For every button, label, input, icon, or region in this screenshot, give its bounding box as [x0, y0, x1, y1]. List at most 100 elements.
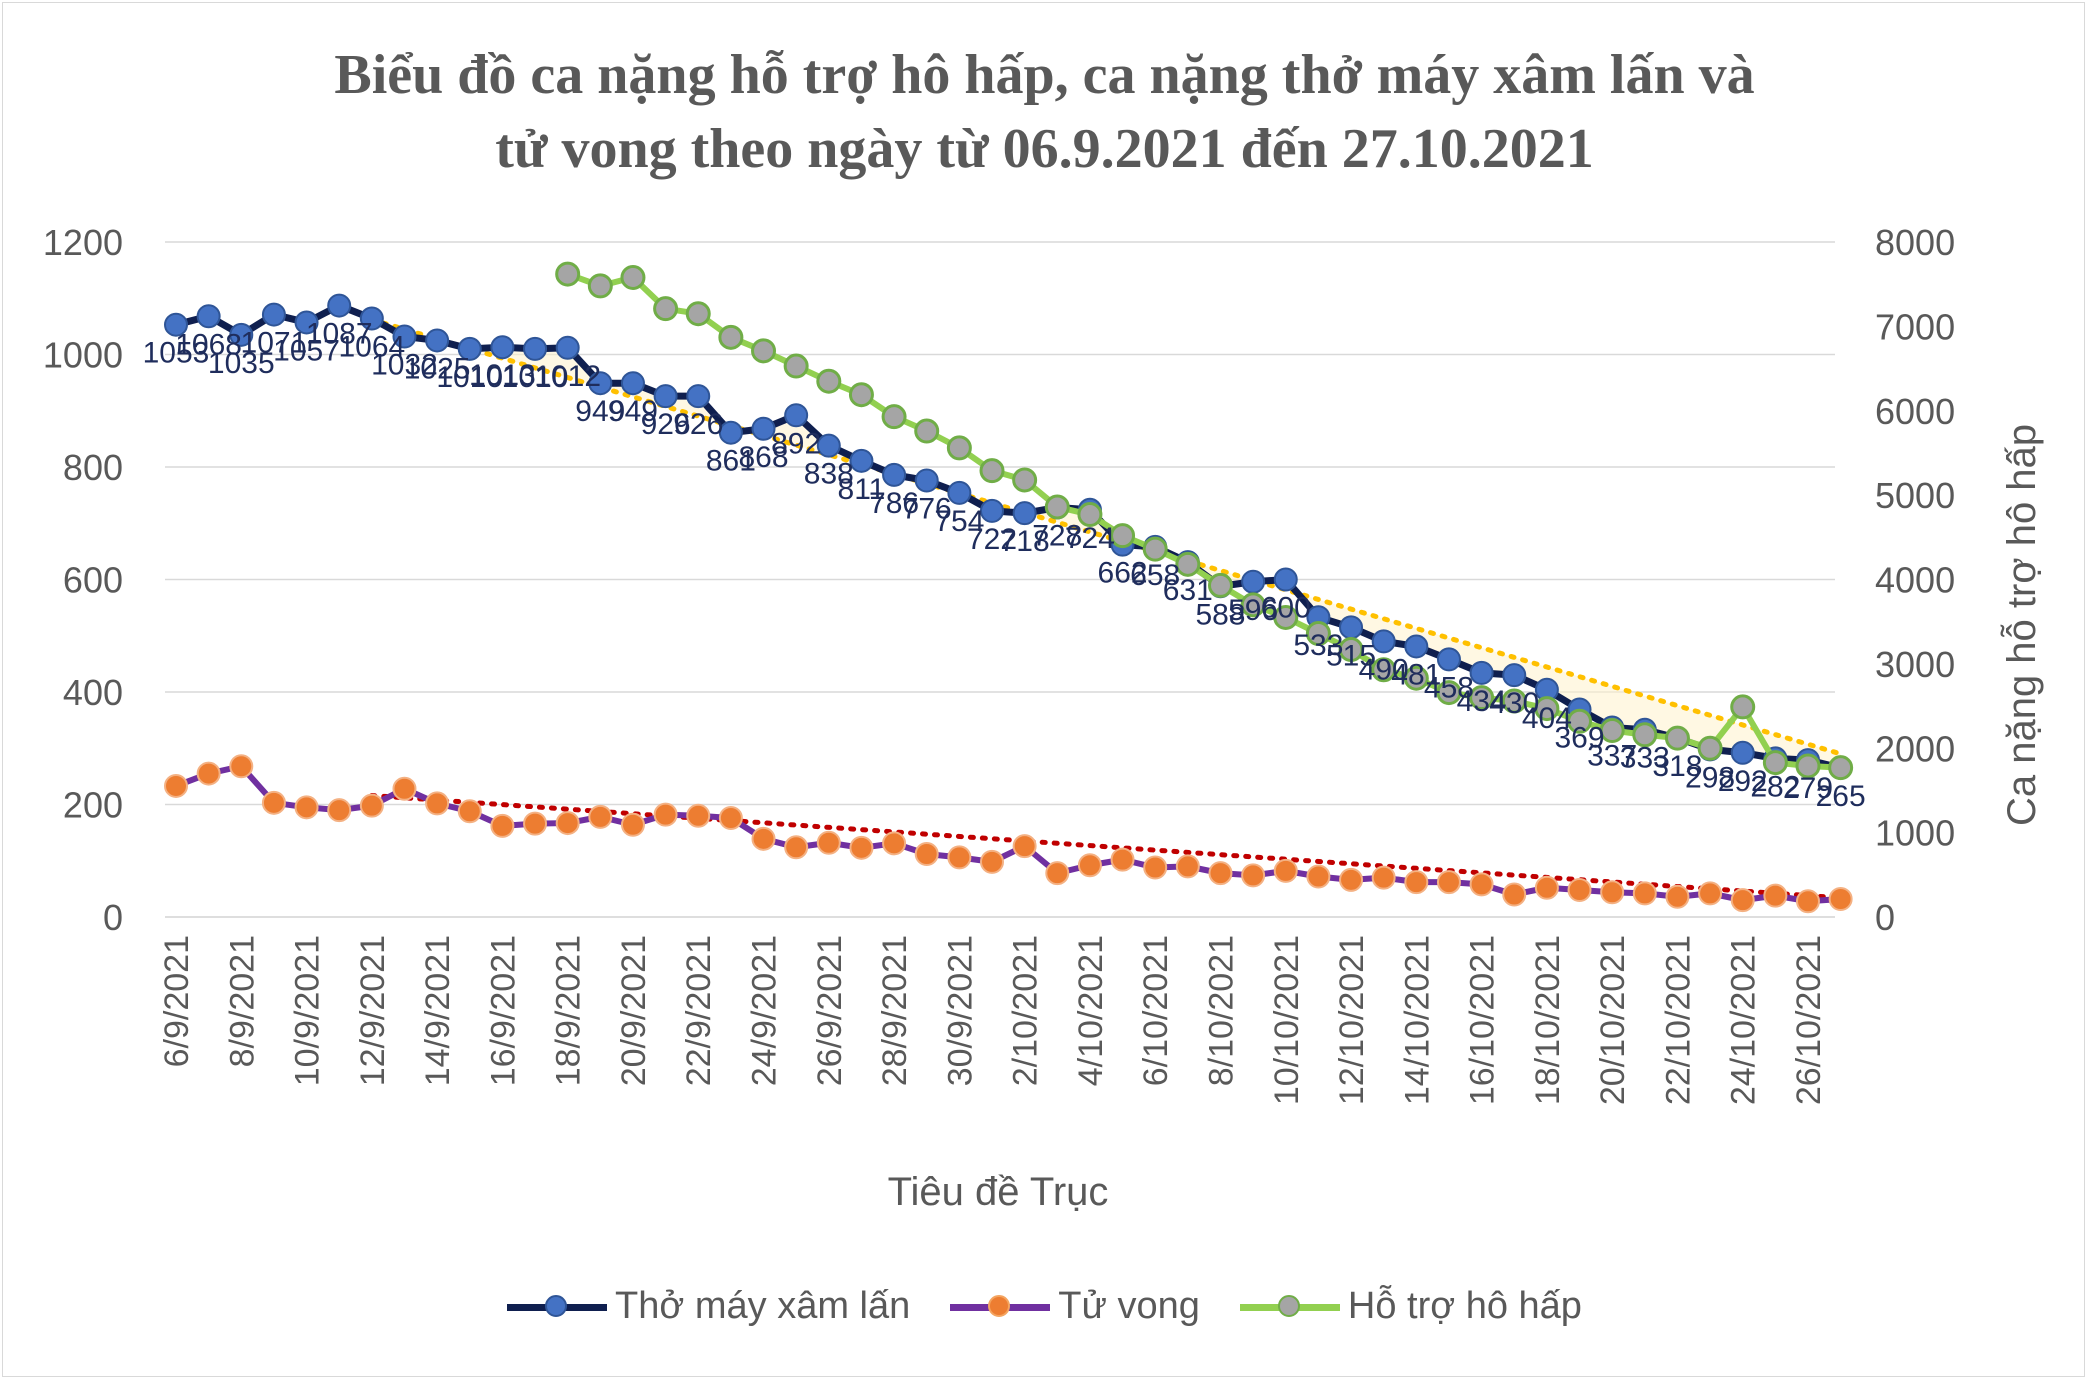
y2-tick-label: 4000	[1875, 560, 1955, 601]
data-point	[294, 795, 319, 820]
data-label: 1035	[208, 347, 275, 380]
data-label: 1010	[502, 361, 569, 394]
data-point	[620, 371, 645, 396]
data-point	[914, 418, 940, 444]
data-point	[849, 448, 874, 473]
legend: Thở máy xâm lấn Tử vong Hỗ trợ hô hấp	[0, 1285, 2089, 1328]
data-point	[686, 384, 711, 409]
data-label: 588	[1195, 598, 1245, 631]
data-label: 333	[1620, 742, 1670, 775]
chart-title-line-1: Biểu đồ ca nặng hỗ trợ hô hấp, ca nặng t…	[334, 44, 1755, 106]
x-axis-title: Tiêu đề Trục	[888, 1170, 1109, 1214]
data-label: 282	[1750, 770, 1800, 803]
data-point	[1665, 884, 1690, 909]
data-point	[1240, 592, 1266, 618]
data-point	[1110, 523, 1136, 549]
data-point	[1273, 604, 1299, 630]
y-tick-label: 600	[63, 560, 123, 601]
data-label: 786	[869, 487, 919, 520]
legend-item-ventilator[interactable]: Thở máy xâm lấn	[507, 1285, 910, 1328]
legend-item-respiratory-support[interactable]: Hỗ trợ hô hấp	[1239, 1285, 1582, 1328]
data-point	[1404, 870, 1429, 895]
series-line	[566, 271, 1841, 771]
data-label: 1087	[306, 318, 373, 351]
data-point	[1534, 696, 1560, 722]
data-label: 434	[1457, 685, 1507, 718]
x-tick-label: 4/10/2021	[1072, 935, 1110, 1086]
data-point	[849, 835, 874, 860]
data-point	[1404, 634, 1429, 659]
data-point	[359, 306, 384, 331]
data-point	[1762, 750, 1788, 776]
data-point	[261, 302, 286, 327]
x-tick-label: 18/9/2021	[550, 935, 588, 1086]
data-label: 724	[1065, 522, 1115, 555]
data-point	[882, 462, 907, 487]
data-point	[1600, 880, 1625, 905]
data-label: 776	[902, 493, 952, 526]
data-label: 430	[1489, 687, 1539, 720]
data-point	[164, 312, 188, 337]
data-point	[457, 799, 482, 824]
chart-title: Biểu đồ ca nặng hỗ trợ hô hấp, ca nặng t…	[0, 38, 2089, 186]
data-point	[229, 322, 254, 347]
data-label: 722	[967, 523, 1017, 556]
gridlines	[165, 241, 1835, 918]
data-point	[1502, 663, 1527, 688]
data-label: 1057	[273, 334, 340, 367]
data-point	[718, 420, 743, 445]
data-label: 596	[1228, 594, 1278, 627]
data-point	[555, 811, 580, 836]
data-point	[1632, 722, 1658, 748]
data-point	[620, 264, 646, 290]
x-tick-label: 6/10/2021	[1137, 935, 1175, 1086]
data-point	[425, 328, 450, 353]
legend-label-deaths: Tử vong	[1058, 1285, 1200, 1327]
data-point	[914, 842, 939, 866]
x-tick-label: 10/10/2021	[1268, 935, 1306, 1105]
data-point	[980, 849, 1004, 874]
data-point	[1012, 467, 1038, 493]
data-point	[1632, 881, 1657, 906]
x-tick-label: 22/9/2021	[680, 935, 718, 1086]
y2-tick-label: 6000	[1875, 391, 1955, 432]
data-label: 404	[1522, 702, 1572, 735]
data-point	[848, 382, 874, 408]
data-label: 1071	[241, 327, 308, 360]
data-point	[685, 301, 711, 327]
x-tick-label: 2/10/2021	[1007, 935, 1045, 1086]
data-point	[620, 812, 645, 837]
data-point	[1339, 867, 1364, 892]
data-point	[816, 830, 841, 855]
data-point	[1241, 569, 1266, 594]
data-label: 658	[1130, 559, 1180, 592]
data-point	[946, 435, 972, 461]
data-point	[1175, 551, 1201, 577]
legend-item-deaths[interactable]: Tử vong	[950, 1285, 1200, 1328]
data-point	[1828, 755, 1854, 781]
x-tick-label: 8/9/2021	[223, 935, 261, 1067]
legend-swatch-deaths	[950, 1292, 1051, 1322]
y2-tick-label: 5000	[1875, 475, 1955, 516]
data-label: 369	[1554, 721, 1604, 754]
data-point	[229, 754, 254, 779]
data-point	[457, 336, 482, 361]
data-point	[1436, 680, 1462, 706]
x-tick-label: 22/10/2021	[1659, 935, 1697, 1105]
data-point	[1077, 853, 1102, 878]
data-point	[392, 324, 417, 349]
data-point	[164, 773, 188, 798]
data-point	[1502, 882, 1527, 907]
data-label: 662	[1098, 557, 1148, 590]
data-point	[1175, 854, 1200, 879]
data-label: 1032	[371, 349, 438, 382]
x-tick-label: 18/10/2021	[1529, 935, 1567, 1105]
data-point	[1599, 718, 1625, 744]
x-tick-label: 14/10/2021	[1398, 935, 1436, 1105]
data-point	[425, 791, 450, 816]
x-tick-label: 24/10/2021	[1725, 935, 1763, 1105]
data-point	[1469, 660, 1494, 685]
data-point	[1371, 865, 1396, 890]
data-label: 926	[673, 408, 723, 441]
